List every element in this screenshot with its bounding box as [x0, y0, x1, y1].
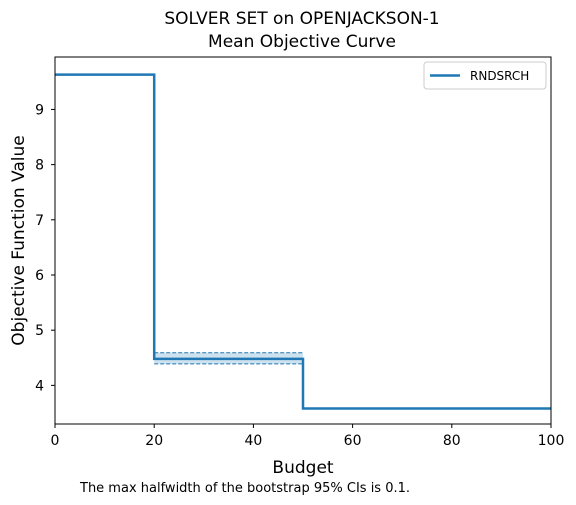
legend-label-rndsrch: RNDSRCH [470, 69, 529, 83]
legend: RNDSRCH [423, 61, 547, 90]
plot-frame [54, 56, 552, 425]
y-tick-label: 9 [35, 102, 44, 118]
x-tick-label: 80 [443, 433, 461, 449]
series-layer [55, 73, 551, 410]
chart-title-line-2: Mean Objective Curve [208, 32, 396, 52]
x-tick-label: 40 [244, 433, 262, 449]
chart-title-line-1: SOLVER SET on OPENJACKSON-1 [164, 9, 439, 29]
x-axis-label: Budget [272, 458, 333, 478]
footnote: The max halfwidth of the bootstrap 95% C… [79, 481, 410, 496]
legend-box [423, 61, 547, 90]
y-axis-label: Objective Function Value [9, 135, 29, 345]
x-tick-label: 100 [538, 433, 565, 449]
x-axis-ticks: 0 20 40 60 80 100 [51, 424, 565, 449]
series-line-rndsrch [55, 73, 551, 410]
x-tick-label: 0 [51, 433, 60, 449]
y-tick-label: 4 [35, 378, 44, 394]
y-tick-label: 7 [35, 213, 44, 229]
y-tick-label: 6 [35, 268, 44, 284]
x-tick-label: 60 [344, 433, 362, 449]
y-axis-ticks: 4 5 6 7 8 9 [35, 102, 55, 394]
x-tick-label: 20 [145, 433, 163, 449]
y-tick-label: 5 [35, 323, 44, 339]
y-tick-label: 8 [35, 158, 44, 174]
